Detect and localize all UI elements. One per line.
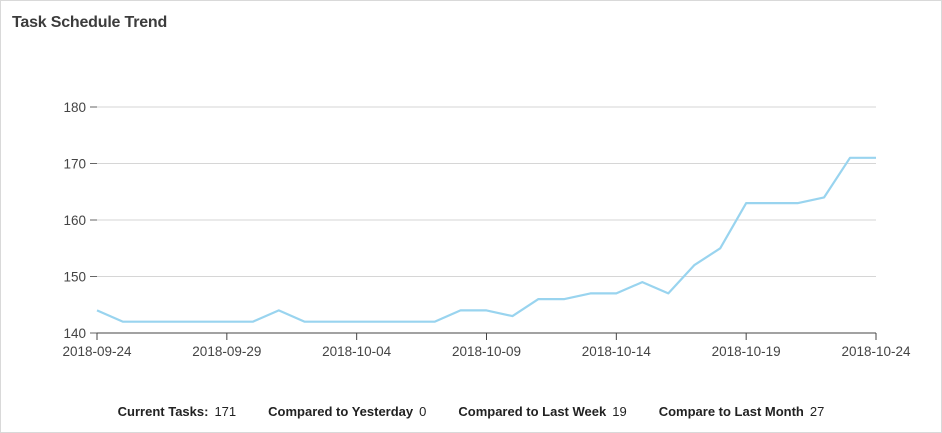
series-line (96, 156, 876, 323)
x-tick-label: 2018-10-04 (322, 344, 392, 359)
chart-title: Task Schedule Trend (12, 14, 168, 31)
y-tick-label: 140 (63, 326, 86, 341)
x-tick-label: 2018-09-29 (192, 344, 261, 359)
stat-yesterday: Compared to Yesterday 0 (268, 404, 426, 419)
axes (90, 106, 877, 340)
series (96, 156, 876, 323)
summary-footer: Current Tasks: 171 Compared to Yesterday 0… (0, 404, 942, 419)
grid-lines (97, 106, 876, 277)
stat-current-value: 171 (214, 404, 237, 419)
stat-last-week: Compared to Last Week 19 (458, 404, 626, 419)
y-tick-label: 150 (63, 270, 86, 285)
stat-week-label: Compared to Last Week (458, 404, 607, 419)
x-tick-label: 2018-10-24 (841, 344, 911, 359)
y-tick-label: 170 (63, 157, 86, 172)
x-tick-label: 2018-10-09 (452, 344, 521, 359)
stat-week-value: 19 (612, 404, 627, 419)
x-tick-label: 2018-09-24 (62, 344, 132, 359)
stat-month-value: 27 (809, 404, 825, 419)
x-tick-label: 2018-10-19 (712, 344, 781, 359)
y-tick-label: 180 (63, 100, 86, 115)
stat-month-label: Compare to Last Month (658, 404, 804, 419)
stat-yesterday-value: 0 (419, 404, 427, 419)
stat-current-tasks: Current Tasks: 171 (118, 404, 237, 419)
x-tick-label: 2018-10-14 (582, 344, 652, 359)
y-tick-label: 160 (63, 213, 86, 228)
stat-yesterday-label: Compared to Yesterday (268, 404, 414, 419)
stat-last-month: Compare to Last Month 27 (659, 404, 825, 419)
tick-labels: 140 150 160 170 180 2018-09-24 2018-09-29 2018-… (62, 100, 911, 359)
stat-current-label: Current Tasks: (117, 404, 209, 419)
